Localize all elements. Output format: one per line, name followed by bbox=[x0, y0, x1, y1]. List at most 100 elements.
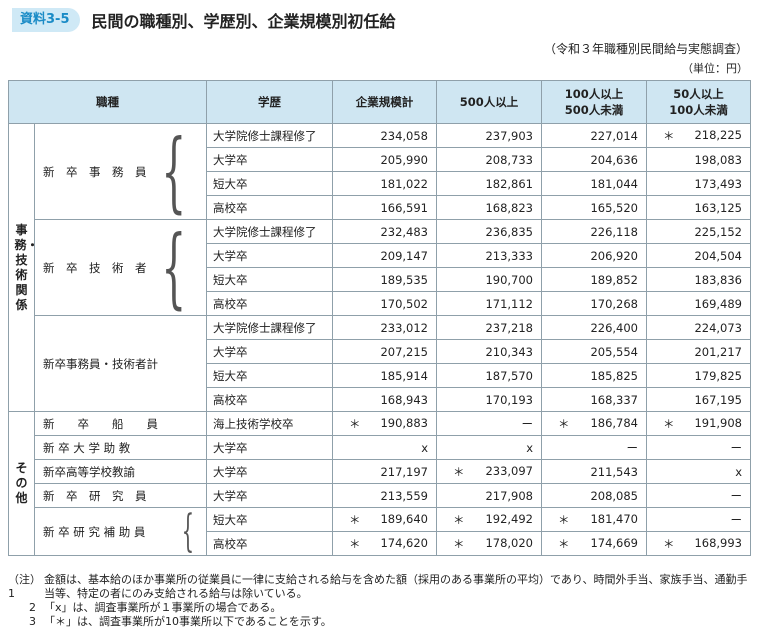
value-text: 190,700 bbox=[485, 272, 533, 287]
asterisk-mark: ＊ bbox=[558, 536, 570, 551]
value-cell-s500: 170,193 bbox=[436, 387, 542, 412]
table-row: 短大卒 181,022 182,861 181,044 173,493 bbox=[9, 171, 751, 196]
table-row: 新 卒 大 学 助 教 大学卒 x x ー ー bbox=[9, 435, 751, 460]
footnote-text: 「＊」は、調査事業所が10事業所以下であることを示す。 bbox=[44, 615, 332, 628]
value-text: 233,097 bbox=[485, 463, 533, 478]
value-text: 208,733 bbox=[485, 152, 533, 167]
col-header-100-500-line2: 500人未満 bbox=[564, 103, 624, 117]
value-text: 171,112 bbox=[485, 296, 533, 311]
footnote-label: 3 bbox=[29, 615, 36, 628]
value-text: 186,784 bbox=[590, 415, 638, 430]
footnote-2: 2 「x」は、調査事業所が１事業所の場合である。 bbox=[8, 601, 753, 615]
value-cell-s500: ー bbox=[436, 411, 542, 436]
brace-icon: { bbox=[161, 119, 187, 222]
value-cell-total: 209,147 bbox=[332, 243, 437, 268]
value-text: 233,012 bbox=[380, 320, 428, 335]
job-cell: 新 卒 大 学 助 教 bbox=[34, 435, 207, 460]
value-text: 168,943 bbox=[380, 392, 428, 407]
value-text: 168,823 bbox=[485, 200, 533, 215]
edu-cell: 大学卒 bbox=[206, 483, 333, 508]
value-text: 189,852 bbox=[590, 272, 638, 287]
value-cell-s500: 210,343 bbox=[436, 339, 542, 364]
value-text: 185,825 bbox=[590, 368, 638, 383]
value-text: 187,570 bbox=[485, 368, 533, 383]
value-text: ー bbox=[626, 440, 639, 455]
brace-icon: { bbox=[161, 215, 187, 318]
asterisk-mark: ＊ bbox=[453, 536, 465, 551]
table-row: 短大卒 189,535 190,700 189,852 183,836 bbox=[9, 267, 751, 292]
value-text: 213,559 bbox=[380, 488, 428, 503]
value-cell-s100: 170,268 bbox=[541, 291, 647, 316]
job-cell: 新 卒 研 究 員 bbox=[34, 483, 207, 508]
value-cell-s100: 208,085 bbox=[541, 483, 647, 508]
edu-cell: 高校卒 bbox=[206, 291, 333, 316]
value-cell-s100: 185,825 bbox=[541, 363, 647, 388]
value-text: 181,470 bbox=[590, 511, 638, 526]
table-row: 大学卒 209,147 213,333 206,920 204,504 bbox=[9, 243, 751, 268]
value-text: 218,225 bbox=[694, 127, 742, 142]
header: 資料3-5 民間の職種別、学歴別、企業規模別初任給 bbox=[12, 6, 396, 34]
job-label: 新 卒 技 術 者 bbox=[43, 260, 147, 275]
footnote-3: 3 「＊」は、調査事業所が10事業所以下であることを示す。 bbox=[8, 615, 753, 629]
value-text: 166,591 bbox=[380, 200, 428, 215]
table-row: 新卒事務員・技術者計 大学院修士課程修了 233,012 237,218 226,400… bbox=[9, 315, 751, 412]
value-cell-s50: 163,125 bbox=[646, 195, 751, 220]
asterisk-mark: ＊ bbox=[453, 512, 465, 527]
value-cell-s100: 211,543 bbox=[541, 459, 647, 484]
asterisk-mark: ＊ bbox=[663, 128, 675, 143]
job-label: 新卒高等学校教諭 bbox=[43, 464, 135, 479]
value-cell-s50: 204,504 bbox=[646, 243, 751, 268]
value-cell-s50: 224,073 bbox=[646, 315, 751, 340]
footnote-1: （注）1 金額は、基本給のほか事業所の従業員に一律に支給される給与を含めた額（採用… bbox=[8, 573, 753, 601]
value-text: 179,825 bbox=[694, 368, 742, 383]
value-cell-s50: 169,489 bbox=[646, 291, 751, 316]
edu-cell: 短大卒 bbox=[206, 267, 333, 292]
value-cell-total: 207,215 bbox=[332, 339, 437, 364]
table-row: 事務・技術関係 新 卒 事 務 員 {大学院修士課程修了 234,058 237,903… bbox=[8, 123, 751, 412]
value-text: 165,520 bbox=[590, 200, 638, 215]
footnote-text: 「x」は、調査事業所が１事業所の場合である。 bbox=[44, 601, 282, 614]
table-header-row: 職種 学歴 企業規模計 500人以上 100人以上 500人未満 50人以上 100… bbox=[8, 80, 751, 124]
value-text: 225,152 bbox=[694, 224, 742, 239]
col-header-job: 職種 bbox=[8, 80, 207, 124]
value-text: 170,193 bbox=[485, 392, 533, 407]
col-header-50-100-line1: 50人以上 bbox=[673, 87, 724, 101]
value-cell-s500: 237,218 bbox=[436, 315, 542, 340]
unit-note: （単位：円） bbox=[682, 62, 748, 75]
job-cell: 新 卒 技 術 者 { bbox=[34, 215, 207, 318]
value-text: 217,197 bbox=[380, 464, 428, 479]
value-cell-s100: 205,554 bbox=[541, 339, 647, 364]
job-label: 新 卒 大 学 助 教 bbox=[43, 440, 131, 455]
job-cell: 新 卒 事 務 員 { bbox=[34, 119, 207, 222]
edu-cell: 大学卒 bbox=[206, 243, 333, 268]
value-cell-s500: 236,835 bbox=[436, 219, 542, 244]
value-text: 237,903 bbox=[485, 128, 533, 143]
job-cell: 新卒高等学校教諭 bbox=[34, 459, 207, 484]
edu-cell: 短大卒 bbox=[206, 507, 333, 532]
value-cell-s100: ＊ 186,784 bbox=[541, 411, 647, 436]
job-label: 新卒事務員・技術者計 bbox=[43, 356, 158, 371]
value-cell-s100: 165,520 bbox=[541, 195, 647, 220]
value-cell-s50: ＊ 218,225 bbox=[646, 123, 751, 148]
value-cell-s100: 206,920 bbox=[541, 243, 647, 268]
table-row: 新卒高等学校教諭 大学卒 217,197 ＊ 233,097 211,543 x bbox=[9, 459, 751, 484]
value-text: 168,337 bbox=[590, 392, 638, 407]
footnote-label: （注）1 bbox=[8, 573, 41, 600]
salary-table: 職種 学歴 企業規模計 500人以上 100人以上 500人未満 50人以上 100… bbox=[8, 80, 751, 556]
value-cell-s500: 187,570 bbox=[436, 363, 542, 388]
edu-cell: 大学卒 bbox=[206, 459, 333, 484]
value-text: 204,636 bbox=[590, 152, 638, 167]
source-note: （令和３年職種別民間給与実態調査） bbox=[543, 42, 748, 56]
value-cell-s100: ＊ 181,470 bbox=[541, 507, 647, 532]
value-text: 174,620 bbox=[380, 535, 428, 550]
value-cell-s50: 198,083 bbox=[646, 147, 751, 172]
edu-cell: 大学院修士課程修了 bbox=[206, 315, 333, 340]
group-label: 事務・技術関係 bbox=[8, 123, 39, 412]
value-cell-s500: ＊ 192,492 bbox=[436, 507, 542, 532]
edu-cell: 大学卒 bbox=[206, 339, 333, 364]
value-cell-total: 234,058 bbox=[332, 123, 437, 148]
value-text: 217,908 bbox=[485, 488, 533, 503]
col-header-50-100-line2: 100人未満 bbox=[669, 103, 728, 117]
value-text: 201,217 bbox=[694, 344, 742, 359]
asterisk-mark: ＊ bbox=[663, 536, 675, 551]
